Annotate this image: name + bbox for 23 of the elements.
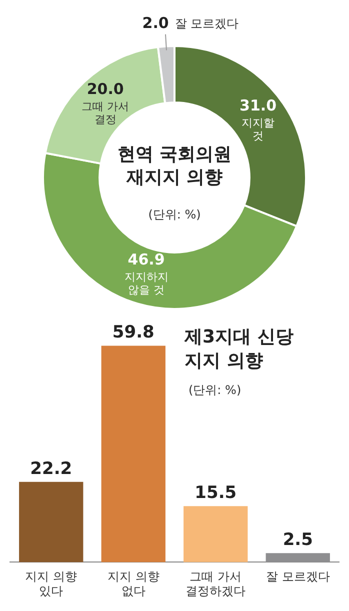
slice-label: 잘 모르겠다 [174,16,239,30]
slice-label: 지지하지 않을 것 [124,270,168,296]
text: (단위: %) [188,383,242,398]
x-tick-label: 지지 의향 없다 [107,570,160,598]
x-tick-label: 잘 모르겠다 [266,570,330,584]
bar [184,506,248,562]
data-label: 46.9 [128,250,165,268]
data-label: 2.5 [282,530,313,550]
slice-label: 지지할 것 [242,116,275,143]
x-tick-label: 그때 가서 결정하겠다 [186,570,246,598]
data-label: 31.0 [240,96,277,115]
data-label: 22.2 [30,458,72,479]
text: (단위: %) [148,208,201,222]
data-label: 59.8 [112,322,154,343]
bar [19,482,84,562]
chart-title: 제3지대 신당 지지 의향 [184,326,294,372]
data-label: 20.0 [86,80,124,98]
data-label: 15.5 [194,483,237,504]
data-label: 2.0 [142,14,169,32]
bar [101,346,166,562]
text: 현역 국회의원 재지지 의향 [117,144,232,188]
x-tick-label: 지지 의향 있다 [25,570,78,598]
slice-label: 그때 가서 결정 [82,100,130,126]
